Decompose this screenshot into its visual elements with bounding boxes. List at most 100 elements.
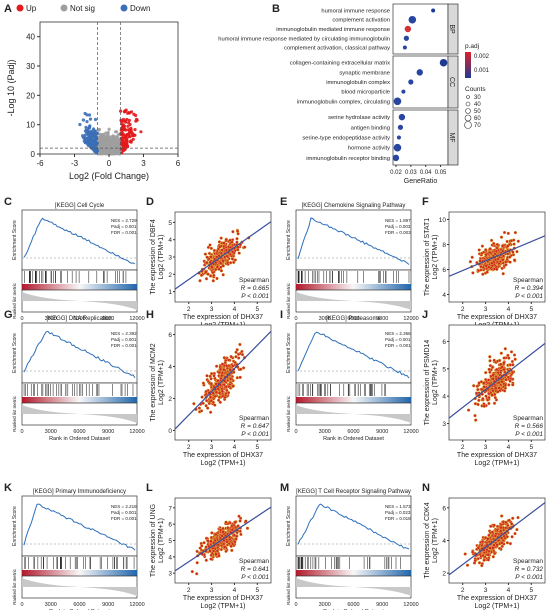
x-tick-label: 6000 bbox=[73, 429, 85, 435]
ranked-metric-area bbox=[22, 578, 137, 596]
panel-label-J: J bbox=[422, 309, 428, 321]
x-tick-label: 12000 bbox=[129, 602, 144, 608]
scatter-point bbox=[235, 376, 239, 380]
gsea-title: [KEGG] Cell Cycle bbox=[55, 203, 105, 209]
scatter-point bbox=[506, 244, 510, 248]
volcano-point bbox=[93, 136, 97, 140]
scatter-point bbox=[495, 246, 499, 250]
scatter-point bbox=[508, 541, 513, 546]
volcano-point bbox=[126, 133, 131, 137]
go-dot bbox=[392, 154, 400, 162]
scatter-point bbox=[207, 251, 212, 256]
scatter-point bbox=[206, 539, 210, 543]
volcano-point bbox=[134, 119, 138, 123]
scatter-point bbox=[471, 271, 475, 275]
y-tick-label: 40 bbox=[26, 33, 35, 42]
go-term-label: blood microparticle bbox=[341, 90, 390, 96]
x-tick-label: 9000 bbox=[376, 316, 388, 322]
volcano-point bbox=[116, 137, 120, 141]
panel-label-B: B bbox=[272, 3, 280, 15]
scatter-point bbox=[487, 395, 491, 400]
x-tick-label: 2 bbox=[187, 587, 191, 594]
scatter-point bbox=[209, 255, 213, 259]
scatter-point bbox=[209, 557, 213, 561]
scatter-point bbox=[215, 265, 219, 269]
scatter-point bbox=[491, 555, 495, 559]
panel-label-H: H bbox=[146, 309, 154, 321]
scatter-point bbox=[504, 263, 508, 267]
scatter-point bbox=[210, 265, 214, 269]
x-tick-label: 2 bbox=[461, 306, 465, 313]
scatter-point bbox=[510, 359, 515, 364]
scatter-point bbox=[500, 541, 504, 545]
scatter-point bbox=[474, 418, 478, 422]
go-term-label: humoral immune response bbox=[321, 8, 390, 14]
scatter-point bbox=[487, 392, 491, 396]
y-axis-label: Enrichment Score bbox=[12, 220, 18, 260]
regression-line bbox=[448, 342, 546, 419]
corr-p: P < 0.001 bbox=[515, 431, 543, 438]
go-term-label: immunoglobulin mediated immune response bbox=[276, 27, 390, 33]
scatter-point bbox=[209, 371, 214, 376]
y-axis-label: Enrichment Score bbox=[286, 220, 292, 260]
x-tick-label: 4 bbox=[233, 444, 237, 451]
scatter-point bbox=[210, 546, 215, 550]
volcano-point bbox=[93, 129, 97, 133]
x-tick-label: 5 bbox=[255, 306, 259, 313]
scatter-point bbox=[208, 549, 212, 553]
x-axis-label: The expression of DHX37 bbox=[457, 452, 537, 459]
gsea-plot-E: [KEGG] Chemokine Signaling Pathway NES = … bbox=[286, 203, 419, 329]
scatter-point bbox=[466, 408, 471, 412]
scatter-point bbox=[237, 251, 241, 255]
scatter-point bbox=[230, 257, 235, 261]
y-tick-label: 5 bbox=[168, 538, 172, 545]
y-tick-label: 6 bbox=[168, 522, 172, 529]
scatter-point bbox=[207, 401, 211, 406]
scatter-point bbox=[513, 357, 517, 361]
scatter-point bbox=[501, 520, 506, 524]
scatter-point bbox=[488, 359, 492, 363]
scatter-point bbox=[204, 392, 208, 396]
volcano-point bbox=[93, 117, 98, 122]
volcano-point bbox=[119, 132, 123, 136]
volcano-point bbox=[124, 128, 128, 132]
go-dot bbox=[393, 97, 402, 106]
scatter-point bbox=[212, 385, 216, 389]
gsea-stat: NES = 1.573 bbox=[385, 504, 411, 509]
scatter-point bbox=[490, 365, 495, 370]
x-tick-label: 4 bbox=[233, 587, 237, 594]
scatter-point bbox=[208, 395, 213, 399]
scatter-point bbox=[220, 373, 224, 378]
scatter-point bbox=[214, 364, 219, 368]
es-frame bbox=[295, 495, 412, 557]
y-tick-label: 5 bbox=[442, 366, 446, 373]
volcano-point bbox=[126, 124, 130, 128]
scatter-point bbox=[209, 553, 213, 557]
corr-r: R = 0.732 bbox=[515, 566, 544, 573]
padj-tick-label: 0.002 bbox=[474, 54, 490, 60]
x-tick-label: 0 bbox=[20, 602, 23, 608]
panel-label-M: M bbox=[280, 482, 289, 494]
gsea-stat: Padj = 0.001 bbox=[111, 337, 137, 342]
volcano-point bbox=[97, 127, 101, 132]
y-axis-label: Enrichment Score bbox=[12, 333, 18, 373]
x-tick-label: 3000 bbox=[319, 316, 331, 322]
scatter-point bbox=[244, 519, 248, 523]
scatter-point bbox=[210, 531, 214, 535]
scatter-point bbox=[190, 569, 194, 574]
scatter-point bbox=[492, 241, 496, 246]
scatter-point bbox=[201, 401, 205, 405]
x-tick-label: 0.02 bbox=[390, 170, 402, 176]
scatter-point bbox=[508, 379, 512, 383]
y-axis-label-unit: Log2 (TPM+1) bbox=[158, 360, 165, 405]
gsea-stat: Padj = 0.001 bbox=[111, 224, 137, 229]
scatter-point bbox=[496, 390, 500, 394]
scatter-point bbox=[502, 389, 507, 393]
scatter-point bbox=[238, 342, 242, 347]
scatter-point bbox=[245, 526, 250, 530]
go-term-label: immunoglobulin receptor binding bbox=[306, 156, 390, 162]
scatter-point bbox=[216, 543, 220, 547]
y-axis-label-metric: Ranked list metric bbox=[286, 395, 291, 432]
